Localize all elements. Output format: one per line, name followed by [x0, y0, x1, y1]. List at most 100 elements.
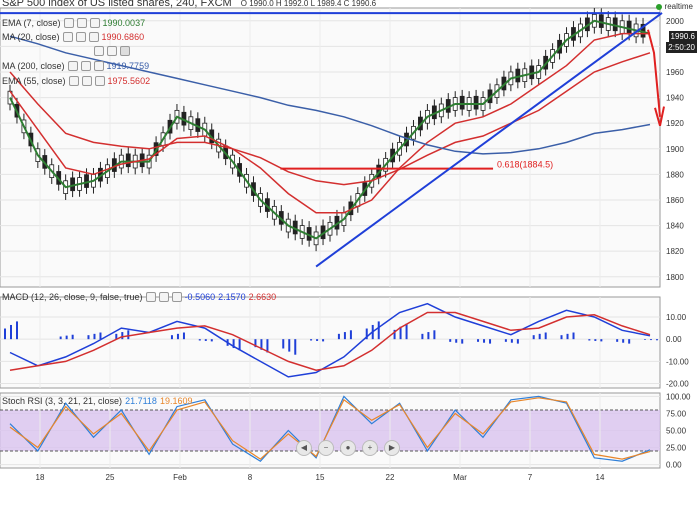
settings-icon[interactable] [107, 46, 117, 56]
macd-histogram-bar [182, 332, 185, 340]
macd-histogram-bar [65, 335, 68, 340]
macd-histogram-bar [99, 332, 102, 340]
legend-ma20[interactable]: MA (20, close) 1990.6860 [2, 32, 144, 42]
macd-histogram-bar [483, 339, 486, 343]
macd-histogram-bar [59, 336, 62, 340]
candle-body [459, 95, 465, 110]
x-tick-label: Mar [453, 473, 467, 482]
macd-histogram-bar [560, 335, 563, 340]
settings-icon[interactable] [76, 18, 87, 28]
close-icon[interactable] [94, 76, 105, 86]
x-tick-label: 15 [316, 473, 325, 482]
zoom-out-icon[interactable]: − [318, 440, 334, 456]
macd-histogram-bar [572, 332, 575, 340]
scroll-toolbar: ◀ − ● + ▶ [296, 440, 400, 456]
settings-icon[interactable] [81, 76, 92, 86]
eye-icon[interactable] [94, 46, 104, 56]
eye-icon[interactable] [68, 76, 79, 86]
eye-icon[interactable] [67, 61, 78, 71]
eye-icon[interactable] [63, 18, 74, 28]
scroll-right-icon[interactable]: ▶ [384, 440, 400, 456]
y-tick-label: 1860 [666, 196, 684, 205]
macd-histogram-bar [349, 330, 352, 340]
macd-histogram-bar [566, 333, 569, 340]
legend-stoch-rsi[interactable]: Stoch RSI (3, 3, 21, 21, close) 21.7118 … [2, 396, 192, 406]
macd-histogram-bar [282, 339, 285, 349]
macd-histogram-bar [121, 332, 124, 340]
legend-ma200[interactable]: MA (200, close) 1919.7759 [2, 61, 149, 71]
macd-histogram-bar [461, 339, 464, 344]
legend-ema55[interactable]: EMA (55, close) 1975.5602 [2, 76, 150, 86]
x-tick-label: 22 [386, 473, 395, 482]
fib-label: 0.618(1884.5) [497, 160, 553, 170]
macd-histogram-bar [294, 339, 297, 355]
macd-histogram-bar [393, 329, 396, 340]
realtime-indicator[interactable]: realtime [655, 2, 693, 11]
macd-histogram-bar [16, 321, 18, 340]
scroll-left-icon[interactable]: ◀ [296, 440, 312, 456]
macd-histogram-bar [115, 333, 118, 340]
candle-body [473, 95, 479, 110]
legend-macd-v1: -0.5060 [184, 292, 216, 302]
zoom-in-icon[interactable]: + [362, 440, 378, 456]
candle-body [125, 153, 131, 168]
candle-body [7, 90, 13, 105]
countdown-tag: 2:50:20 [666, 42, 697, 53]
macd-histogram-bar [622, 339, 625, 343]
forecast-arrow-head [654, 106, 665, 127]
x-tick-label: 7 [528, 473, 533, 482]
legend-ma20-label: MA (20, close) [2, 32, 60, 42]
macd-histogram-bar [337, 333, 340, 340]
eye-icon[interactable] [145, 292, 156, 302]
macd-line-1 [9, 311, 651, 371]
close-icon[interactable] [171, 292, 182, 302]
macd-histogram-bar [532, 335, 535, 340]
settings-icon[interactable] [75, 32, 86, 42]
macd-histogram-bar [538, 333, 541, 340]
macd-histogram-bar [127, 330, 130, 340]
macd-histogram-bar [322, 339, 325, 342]
macd-histogram-bar [600, 339, 603, 342]
rsi-line-1 [9, 397, 651, 460]
series-line-1 [9, 32, 650, 214]
macd-histogram-bar [71, 334, 74, 340]
legend-macd-v2: 2.1570 [218, 292, 246, 302]
macd-histogram-bar [544, 332, 547, 340]
macd-histogram-bar [449, 339, 452, 342]
reset-icon[interactable]: ● [340, 440, 356, 456]
legend-macd[interactable]: MACD (12, 26, close, 9, false, true) -0.… [2, 292, 276, 302]
close-icon[interactable] [88, 32, 99, 42]
macd-histogram-bar [4, 328, 6, 340]
legend-ema7[interactable]: EMA (7, close) 1990.0037 [2, 18, 145, 28]
realtime-label: realtime [664, 2, 693, 11]
x-tick-label: 25 [106, 473, 115, 482]
y-tick-label: 1800 [666, 273, 684, 282]
y-tick-label: 25.00 [666, 444, 687, 453]
series-line-2 [9, 52, 651, 186]
legend-hidden-indicator[interactable] [94, 46, 130, 56]
legend-rsi-label: Stoch RSI (3, 3, 21, 21, close) [2, 396, 123, 406]
macd-histogram-bar [650, 339, 652, 341]
settings-icon[interactable] [158, 292, 169, 302]
y-tick-label: 1900 [666, 145, 684, 154]
y-tick-label: 1840 [666, 222, 684, 231]
close-icon[interactable] [93, 61, 104, 71]
legend-macd-v3: 2.6630 [248, 292, 277, 302]
close-icon[interactable] [89, 18, 100, 28]
close-icon[interactable] [120, 46, 130, 56]
y-tick-label: 1960 [666, 68, 684, 77]
y-tick-label: -20.00 [666, 380, 689, 389]
panel-frame-1 [0, 296, 661, 389]
macd-histogram-bar [266, 339, 269, 353]
macd-histogram-bar [504, 339, 507, 342]
settings-icon[interactable] [80, 61, 91, 71]
y-tick-label: 75.00 [666, 409, 687, 418]
macd-histogram-bar [421, 333, 424, 340]
macd-histogram-bar [516, 339, 519, 344]
eye-icon[interactable] [62, 32, 73, 42]
series-line-0 [9, 19, 651, 240]
macd-histogram-bar [170, 335, 173, 340]
ohlc-readout: O 1990.0 H 1992.0 L 1989.4 C 1990.6 [240, 0, 377, 8]
x-tick-label: 14 [596, 473, 605, 482]
